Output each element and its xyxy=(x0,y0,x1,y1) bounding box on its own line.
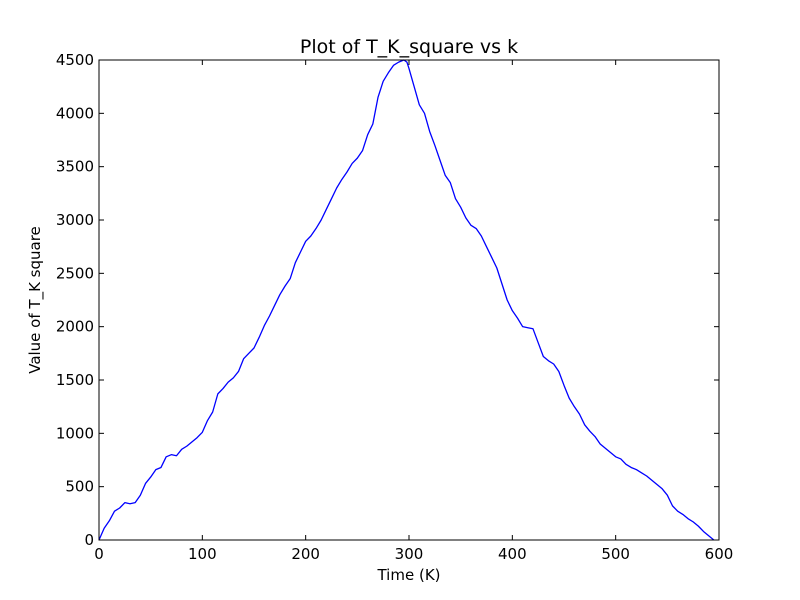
x-tick-label: 500 xyxy=(601,545,630,563)
y-tick-label: 4500 xyxy=(56,51,94,69)
series-line-t-k-square xyxy=(98,59,715,541)
y-axis: 0 500 1000 1500 2000 2500 3000 3500 4000 4500 xyxy=(56,51,719,549)
y-axis-title: Value of T_K square xyxy=(26,226,45,374)
x-tick-label: 100 xyxy=(188,545,217,563)
plot-area xyxy=(98,59,720,541)
chart-title: Plot of T_K_square vs k xyxy=(300,36,518,58)
y-tick-label: 3500 xyxy=(56,158,94,176)
y-tick-label: 500 xyxy=(65,478,94,496)
y-tick-label: 2000 xyxy=(56,318,94,336)
x-axis-title: Time (K) xyxy=(376,566,440,584)
x-tick-label: 400 xyxy=(498,545,527,563)
x-axis: 0 100 200 300 400 500 600 xyxy=(94,60,733,563)
y-tick-label: 1500 xyxy=(56,371,94,389)
plot-frame xyxy=(98,59,720,541)
x-tick-label: 300 xyxy=(395,545,424,563)
y-tick-label: 3000 xyxy=(56,211,94,229)
y-tick-label: 4000 xyxy=(56,104,94,122)
x-tick-label: 200 xyxy=(291,545,320,563)
y-tick-label: 1000 xyxy=(56,424,94,442)
x-tick-label: 600 xyxy=(705,545,734,563)
x-tick-label: 0 xyxy=(94,545,104,563)
y-tick-label: 2500 xyxy=(56,264,94,282)
y-tick-label: 0 xyxy=(84,531,94,549)
